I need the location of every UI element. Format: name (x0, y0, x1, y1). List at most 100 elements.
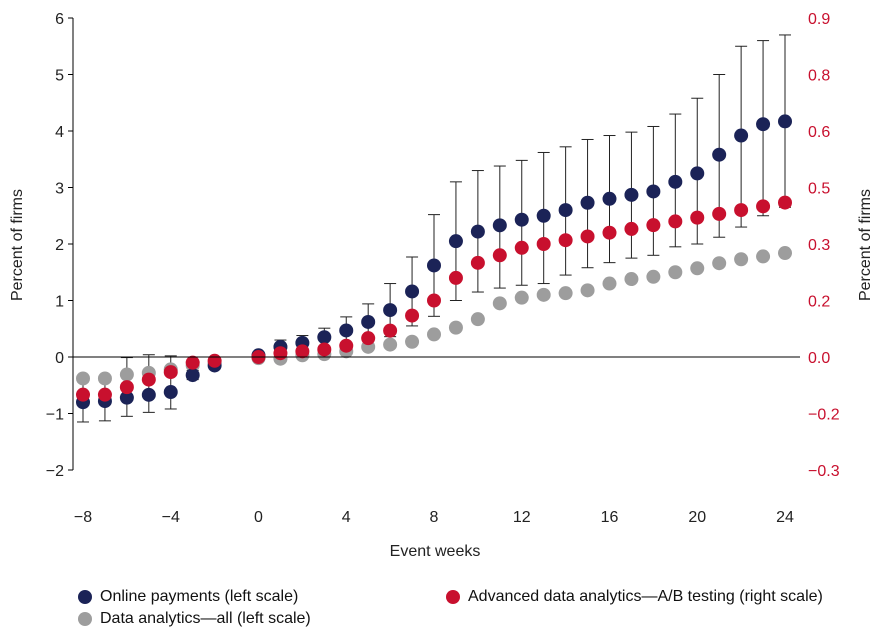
point-ab-testing (580, 229, 595, 244)
point-online-payments (185, 368, 200, 383)
point-data-analytics-all (712, 256, 727, 271)
x-tick-label: 4 (342, 509, 351, 526)
point-data-analytics-all (536, 287, 551, 302)
y-left-tick-label: 4 (55, 124, 64, 141)
x-tick-label: −8 (74, 509, 92, 526)
point-ab-testing (668, 214, 683, 229)
point-ab-testing (295, 344, 310, 359)
point-ab-testing (690, 210, 705, 225)
legend-label-ab-testing: Advanced data analytics—A/B testing (rig… (468, 588, 823, 605)
point-data-analytics-all (602, 276, 617, 291)
point-online-payments (580, 195, 595, 210)
point-ab-testing (339, 338, 354, 353)
y-right-tick-label: 0.0 (808, 350, 830, 367)
point-ab-testing (536, 237, 551, 251)
point-data-analytics-all (690, 261, 705, 276)
point-online-payments (339, 323, 354, 338)
point-data-analytics-all (580, 283, 595, 298)
y-right-tick-label: −0.2 (808, 407, 840, 424)
point-data-analytics-all (383, 337, 398, 352)
y-right-tick-label: 0.8 (808, 68, 830, 85)
point-online-payments (778, 114, 792, 129)
x-tick-label: 8 (430, 509, 439, 526)
point-data-analytics-all (756, 249, 771, 264)
point-data-analytics-all (427, 327, 441, 342)
point-ab-testing (492, 248, 507, 263)
point-online-payments (317, 330, 332, 345)
x-tick-label: 20 (688, 509, 706, 526)
point-online-payments (141, 387, 156, 402)
y-left-tick-label: 0 (55, 350, 64, 367)
point-online-payments (668, 174, 683, 189)
point-data-analytics-all (778, 246, 792, 261)
point-data-analytics-all (97, 371, 112, 386)
legend-item-ab-testing: Advanced data analytics—A/B testing (rig… (446, 588, 823, 606)
point-ab-testing (76, 387, 90, 402)
point-online-payments (624, 187, 639, 202)
point-ab-testing (712, 206, 727, 221)
x-tick-label: 16 (601, 509, 619, 526)
point-online-payments (734, 128, 749, 143)
point-ab-testing (273, 346, 288, 361)
x-tick-label: 24 (776, 509, 794, 526)
point-ab-testing (185, 355, 200, 370)
point-ab-testing (383, 323, 398, 338)
point-ab-testing (558, 233, 573, 248)
y-left-tick-label: 2 (55, 237, 64, 254)
y-left-tick-label: 6 (55, 11, 64, 28)
point-online-payments (470, 224, 485, 239)
point-data-analytics-all (119, 367, 134, 382)
point-online-payments (405, 284, 420, 299)
point-ab-testing (734, 203, 749, 218)
point-online-payments (690, 166, 705, 181)
point-online-payments (361, 314, 376, 329)
y-right-tick-label: 0.6 (808, 124, 830, 141)
x-tick-label: 0 (254, 509, 263, 526)
point-online-payments (448, 234, 463, 249)
y-axis-title-right: Percent of firms (857, 189, 874, 301)
y-right-tick-label: 0.2 (808, 294, 830, 311)
chart: −2−10123456−0.3−0.20.00.20.30.50.60.80.9… (9, 11, 874, 560)
y-left-tick-label: −2 (46, 463, 64, 480)
point-online-payments (514, 212, 529, 227)
point-ab-testing (646, 218, 661, 233)
point-ab-testing (756, 199, 771, 214)
point-ab-testing (119, 380, 134, 395)
point-online-payments (492, 218, 507, 233)
legend-marker-data-analytics-all (78, 612, 92, 626)
point-ab-testing (427, 293, 441, 308)
point-online-payments (558, 203, 573, 218)
point-data-analytics-all (492, 296, 507, 311)
legend-label-online-payments: Online payments (left scale) (100, 588, 299, 605)
point-ab-testing (624, 221, 639, 236)
y-right-tick-label: 0.5 (808, 181, 830, 198)
point-online-payments (163, 385, 178, 400)
y-left-tick-label: 1 (55, 294, 64, 311)
point-data-analytics-all (646, 269, 661, 284)
point-ab-testing (141, 372, 156, 387)
point-data-analytics-all (405, 334, 420, 349)
point-online-payments (383, 303, 398, 318)
legend-marker-ab-testing (446, 590, 460, 604)
point-ab-testing (514, 240, 529, 255)
point-data-analytics-all (448, 320, 463, 335)
point-ab-testing (163, 365, 178, 380)
point-data-analytics-all (514, 290, 529, 305)
point-online-payments (712, 147, 727, 162)
point-online-payments (602, 191, 617, 206)
y-left-tick-label: −1 (46, 407, 64, 424)
point-ab-testing (97, 387, 112, 402)
point-data-analytics-all (734, 252, 749, 267)
y-axis-title-left: Percent of firms (9, 189, 26, 301)
point-ab-testing (448, 270, 463, 285)
x-axis-title: Event weeks (390, 543, 481, 560)
point-data-analytics-all (624, 272, 639, 287)
point-data-analytics-all (470, 312, 485, 327)
y-left-tick-label: 3 (55, 181, 64, 198)
y-left-tick-label: 5 (55, 68, 64, 85)
point-online-payments (119, 390, 134, 405)
point-ab-testing (602, 225, 617, 240)
point-online-payments (427, 258, 441, 273)
point-ab-testing (778, 195, 792, 210)
legend-label-data-analytics-all: Data analytics—all (left scale) (100, 610, 311, 627)
